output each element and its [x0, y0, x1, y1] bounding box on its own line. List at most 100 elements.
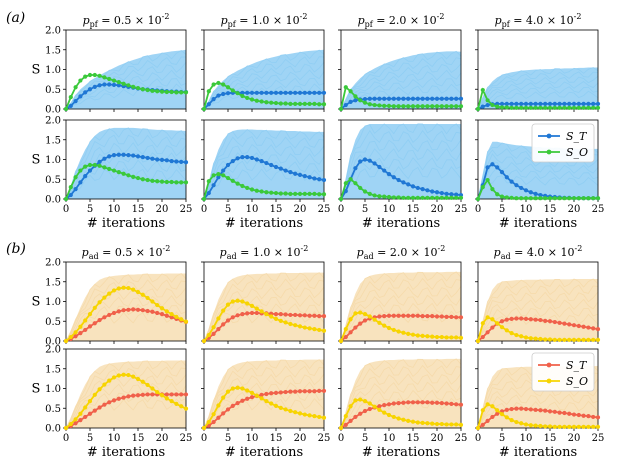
- data-point: [116, 83, 121, 88]
- data-point: [430, 334, 435, 339]
- data-point: [343, 414, 348, 419]
- data-point: [102, 82, 107, 87]
- data-point: [235, 91, 240, 96]
- data-point: [533, 336, 538, 341]
- data-point: [458, 422, 464, 427]
- data-point: [293, 410, 298, 415]
- data-point: [475, 425, 481, 431]
- legend-marker: [546, 378, 552, 384]
- data-point: [169, 158, 174, 164]
- y-tick-label: 1.5: [45, 364, 61, 375]
- data-point: [92, 162, 97, 168]
- data-point: [259, 396, 264, 401]
- data-point: [538, 336, 543, 342]
- data-point: [206, 89, 211, 94]
- data-point: [107, 312, 112, 318]
- data-point: [140, 87, 145, 92]
- data-point: [283, 320, 288, 325]
- data-point: [321, 388, 327, 393]
- data-point: [273, 190, 279, 196]
- data-point: [595, 337, 601, 342]
- data-point: [382, 96, 387, 101]
- data-point: [538, 317, 543, 323]
- data-point: [245, 155, 250, 160]
- data-point: [382, 410, 387, 415]
- data-point: [547, 337, 553, 342]
- data-point: [240, 312, 245, 317]
- data-point: [377, 194, 382, 199]
- trajectory-line: [340, 63, 462, 110]
- data-point: [425, 96, 430, 101]
- data-point: [538, 192, 543, 198]
- data-point: [382, 314, 387, 319]
- series-SO: [338, 85, 464, 112]
- data-point: [307, 191, 312, 196]
- legend-label: S_O: [566, 375, 588, 388]
- data-point: [377, 103, 382, 108]
- data-point: [230, 315, 235, 320]
- subplot-title: pad = 0.5 × 10-2: [82, 244, 171, 261]
- data-point: [283, 101, 288, 106]
- trajectory-line: [203, 69, 325, 110]
- data-point: [302, 313, 307, 318]
- data-point: [73, 330, 78, 335]
- data-point: [343, 334, 348, 340]
- data-point: [283, 191, 288, 196]
- data-point: [116, 152, 121, 157]
- data-point: [92, 305, 97, 310]
- data-point: [164, 89, 169, 95]
- ensemble-band: [341, 271, 461, 341]
- data-point: [475, 196, 481, 202]
- data-point: [576, 337, 581, 342]
- data-point: [543, 337, 548, 342]
- data-point: [201, 196, 207, 202]
- trajectory-line: [340, 69, 462, 110]
- data-point: [415, 420, 420, 425]
- data-point: [302, 191, 307, 196]
- data-point: [273, 390, 279, 395]
- data-point: [264, 100, 269, 105]
- data-point: [249, 303, 255, 308]
- series-SO: [338, 177, 464, 202]
- data-point: [348, 404, 353, 409]
- data-point: [514, 419, 519, 425]
- data-point: [201, 338, 207, 344]
- data-point: [302, 173, 307, 179]
- data-point: [240, 398, 245, 403]
- y-tick-label: 2.0: [45, 26, 61, 37]
- data-point: [87, 411, 93, 416]
- y-axis-label: S: [32, 153, 41, 168]
- trajectory-line: [477, 393, 599, 429]
- data-point: [240, 93, 245, 99]
- data-point: [68, 334, 73, 340]
- data-point: [547, 319, 553, 324]
- y-axis-label: S: [32, 63, 41, 78]
- data-point: [131, 393, 136, 398]
- data-point: [454, 96, 459, 101]
- data-point: [504, 407, 509, 412]
- data-point: [97, 387, 102, 392]
- data-point: [97, 163, 102, 168]
- trajectory-line: [477, 284, 599, 342]
- data-point: [581, 424, 586, 429]
- data-point: [273, 316, 279, 321]
- data-point: [386, 172, 392, 177]
- data-point: [83, 414, 88, 420]
- data-point: [490, 325, 495, 330]
- data-point: [391, 195, 396, 200]
- data-point: [591, 414, 596, 420]
- data-point: [288, 312, 293, 318]
- data-point: [353, 181, 358, 186]
- data-point: [102, 165, 107, 170]
- data-point: [362, 408, 368, 414]
- data-point: [562, 105, 567, 110]
- data-point: [439, 195, 444, 200]
- data-point: [362, 97, 368, 102]
- y-tick-label: 0.0: [45, 105, 61, 116]
- data-point: [386, 194, 392, 200]
- data-point: [449, 422, 454, 427]
- subplot-b-2-4: 0 5 10 15 20 25 # iterations S_T S_O: [475, 348, 604, 460]
- data-point: [519, 196, 524, 201]
- data-point: [155, 310, 160, 316]
